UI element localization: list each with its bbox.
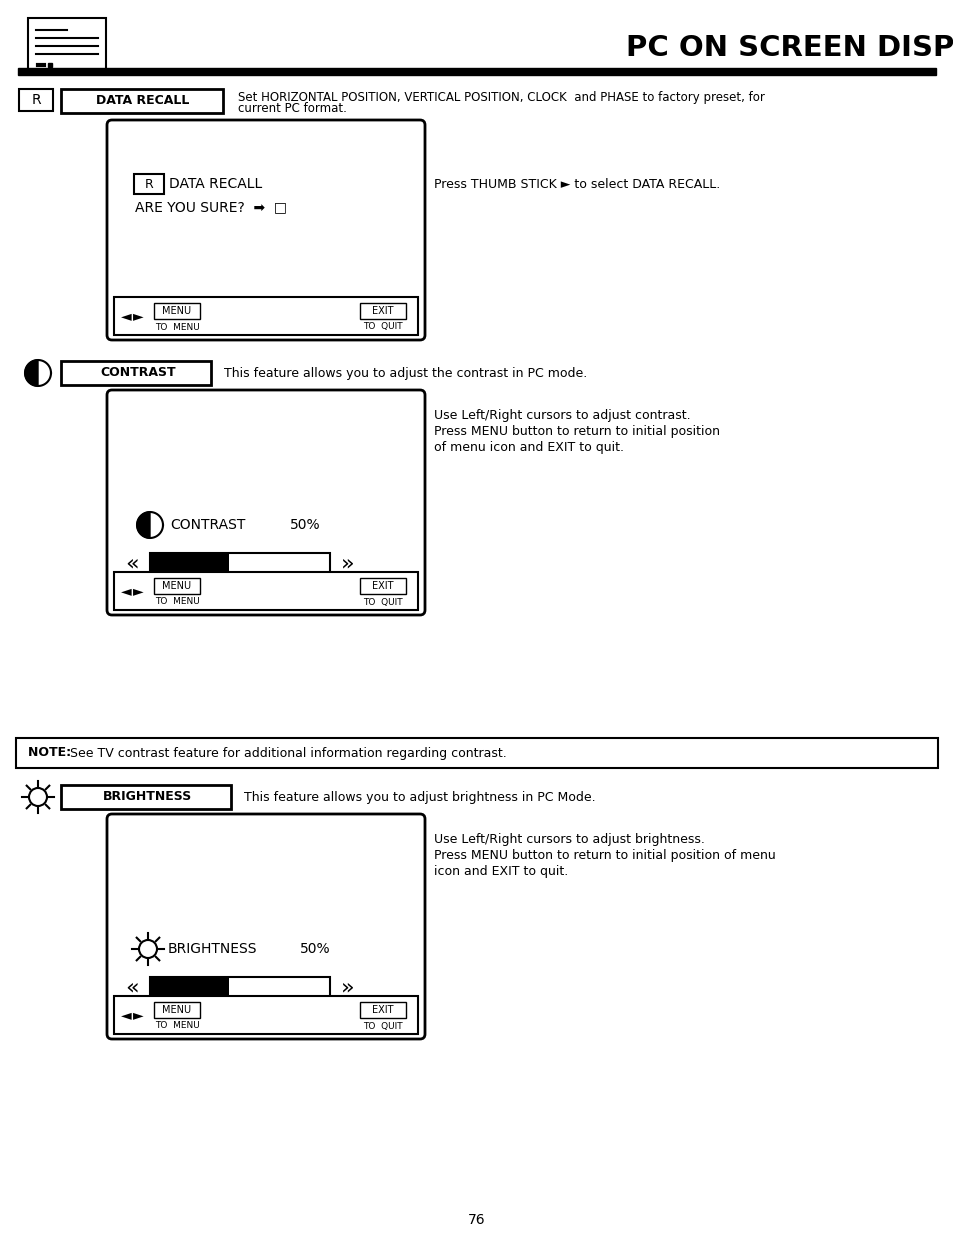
Polygon shape <box>137 513 150 538</box>
Text: NOTE:: NOTE: <box>28 746 75 760</box>
Text: MENU: MENU <box>162 306 192 316</box>
FancyBboxPatch shape <box>107 390 424 615</box>
Text: See TV contrast feature for additional information regarding contrast.: See TV contrast feature for additional i… <box>70 746 506 760</box>
Text: Set HORIZONTAL POSITION, VERTICAL POSITION, CLOCK  and PHASE to factory preset, : Set HORIZONTAL POSITION, VERTICAL POSITI… <box>237 90 764 104</box>
Text: CONTRAST: CONTRAST <box>170 517 245 532</box>
Text: R: R <box>31 93 41 107</box>
Text: TO  QUIT: TO QUIT <box>363 1021 402 1030</box>
Text: TO  QUIT: TO QUIT <box>363 322 402 331</box>
Bar <box>150 553 330 573</box>
Text: PC ON SCREEN DISPLAY: PC ON SCREEN DISPLAY <box>625 35 953 62</box>
Text: ◄: ◄ <box>121 584 132 598</box>
Text: Use Left/Right cursors to adjust contrast.: Use Left/Right cursors to adjust contras… <box>434 409 690 421</box>
Text: R: R <box>145 178 153 190</box>
FancyBboxPatch shape <box>133 174 164 194</box>
FancyBboxPatch shape <box>61 89 223 112</box>
Bar <box>18 68 935 75</box>
Text: 50%: 50% <box>290 517 320 532</box>
Text: TO  MENU: TO MENU <box>154 1021 199 1030</box>
Bar <box>150 553 229 573</box>
Text: DATA RECALL: DATA RECALL <box>169 177 262 191</box>
FancyBboxPatch shape <box>153 303 200 319</box>
Text: Press MENU button to return to initial position of menu: Press MENU button to return to initial p… <box>434 848 775 862</box>
FancyBboxPatch shape <box>19 89 53 111</box>
Text: «: « <box>125 553 139 573</box>
FancyBboxPatch shape <box>16 739 937 768</box>
FancyBboxPatch shape <box>107 120 424 340</box>
FancyBboxPatch shape <box>61 785 231 809</box>
Text: ►: ► <box>132 309 143 324</box>
FancyBboxPatch shape <box>359 1002 406 1018</box>
Text: ARE YOU SURE?  ➡  □: ARE YOU SURE? ➡ □ <box>135 200 287 214</box>
Text: TO  MENU: TO MENU <box>154 598 199 606</box>
Text: EXIT: EXIT <box>372 1005 394 1015</box>
FancyBboxPatch shape <box>359 578 406 594</box>
Text: EXIT: EXIT <box>372 580 394 592</box>
Text: current PC format.: current PC format. <box>237 103 347 116</box>
Text: TO  QUIT: TO QUIT <box>363 598 402 606</box>
FancyBboxPatch shape <box>359 303 406 319</box>
Text: of menu icon and EXIT to quit.: of menu icon and EXIT to quit. <box>434 441 623 453</box>
Text: BRIGHTNESS: BRIGHTNESS <box>168 942 257 956</box>
FancyBboxPatch shape <box>28 19 106 70</box>
Text: MENU: MENU <box>162 580 192 592</box>
Text: ►: ► <box>132 584 143 598</box>
Polygon shape <box>25 359 38 387</box>
Text: Press MENU button to return to initial position: Press MENU button to return to initial p… <box>434 425 720 437</box>
Bar <box>150 977 330 997</box>
Bar <box>113 296 417 335</box>
FancyBboxPatch shape <box>153 578 200 594</box>
Text: icon and EXIT to quit.: icon and EXIT to quit. <box>434 864 568 878</box>
Bar <box>150 977 229 997</box>
Text: 76: 76 <box>468 1213 485 1228</box>
FancyBboxPatch shape <box>153 1002 200 1018</box>
Text: This feature allows you to adjust brightness in PC Mode.: This feature allows you to adjust bright… <box>244 790 595 804</box>
Text: CONTRAST: CONTRAST <box>100 367 175 379</box>
Text: TO  MENU: TO MENU <box>154 322 199 331</box>
Text: Press THUMB STICK ► to select DATA RECALL.: Press THUMB STICK ► to select DATA RECAL… <box>434 179 720 191</box>
Text: This feature allows you to adjust the contrast in PC mode.: This feature allows you to adjust the co… <box>224 367 587 379</box>
Text: EXIT: EXIT <box>372 306 394 316</box>
Circle shape <box>29 788 47 806</box>
Text: ◄: ◄ <box>121 1008 132 1023</box>
Text: Use Left/Right cursors to adjust brightness.: Use Left/Right cursors to adjust brightn… <box>434 832 704 846</box>
Text: »: » <box>341 553 355 573</box>
Bar <box>113 995 417 1034</box>
Text: DATA RECALL: DATA RECALL <box>96 95 190 107</box>
Text: 50%: 50% <box>299 942 331 956</box>
Text: MENU: MENU <box>162 1005 192 1015</box>
Circle shape <box>139 940 157 958</box>
FancyBboxPatch shape <box>107 814 424 1039</box>
Text: ►: ► <box>132 1008 143 1023</box>
FancyBboxPatch shape <box>61 361 211 385</box>
Text: »: » <box>341 977 355 997</box>
Bar <box>113 572 417 610</box>
Text: ◄: ◄ <box>121 309 132 324</box>
Text: «: « <box>125 977 139 997</box>
Text: BRIGHTNESS: BRIGHTNESS <box>103 790 193 804</box>
